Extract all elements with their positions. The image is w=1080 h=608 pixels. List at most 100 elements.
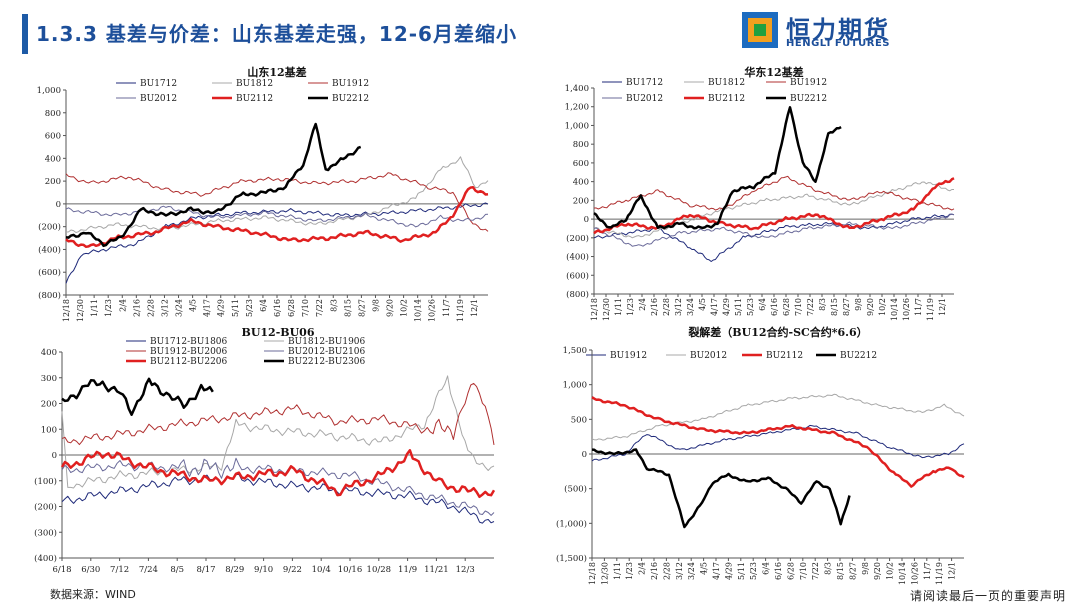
x-tick-label: 8/5 (170, 565, 184, 575)
x-tick-label: 5/11 (231, 299, 240, 317)
series-line-bu2212 (65, 122, 362, 248)
y-tick-label: (400) (38, 244, 61, 255)
logo-mark-icon (742, 12, 778, 48)
legend-label-bu1812-bu1906: BU1812-BU1906 (288, 337, 366, 347)
series-line-bu1812 (65, 156, 489, 233)
series-line-bu1912 (591, 424, 965, 462)
y-tick-label: (200) (38, 222, 61, 233)
y-tick-label: 800 (45, 109, 61, 119)
x-tick-label: 6/4 (762, 562, 771, 575)
chart-crack-spread: 裂解差（BU12合约-SC合约*6.6） BU1912 BU2012 BU2112 BU… (556, 325, 965, 585)
x-tick-label: 7/10 (794, 298, 803, 316)
x-tick-label: 8/27 (357, 299, 366, 317)
chart-title: 华东12基差 (744, 65, 803, 79)
series-line-bu2212 (593, 106, 842, 230)
x-tick-label: 8/3 (329, 299, 338, 312)
x-tick-label: 4/29 (724, 562, 733, 580)
x-tick-label: 10/2 (400, 299, 409, 317)
x-tick-label: 12/1 (938, 298, 947, 316)
x-tick-label: 8/27 (848, 562, 857, 580)
series-line-bu2212 (591, 448, 851, 529)
x-tick-label: 5/23 (245, 299, 254, 317)
y-tick-label: (500) (564, 484, 587, 495)
logo-chinese-name: 恒力期货 (786, 16, 890, 44)
x-tick-label: 8/15 (343, 299, 352, 317)
series-line-bu1712 (593, 213, 955, 262)
x-tick-label: 2/4 (638, 298, 647, 311)
x-tick-label: 1/23 (626, 298, 635, 316)
x-tick-label: 4/17 (203, 299, 212, 317)
legend-label-bu2212-bu2306: BU2212-BU2306 (288, 357, 366, 367)
y-tick-label: (100) (34, 476, 57, 487)
x-tick-label: 2/28 (662, 562, 671, 580)
y-tick-label: 200 (45, 177, 61, 187)
legend-label-bu1712: BU1712 (140, 79, 177, 89)
x-tick-label: 7/22 (315, 299, 324, 317)
x-tick-label: 7/24 (139, 565, 158, 575)
title-accent-bar (22, 14, 28, 54)
x-tick-label: 10/26 (428, 299, 437, 322)
x-tick-label: 8/29 (225, 565, 244, 575)
series-line-bu1912-bu2006 (61, 382, 495, 446)
logo-english-name: HENGLI FUTURES (786, 38, 890, 49)
y-tick-label: (600) (38, 267, 61, 278)
y-tick-label: 0 (582, 450, 587, 460)
x-tick-label: 3/24 (686, 298, 695, 316)
x-tick-label: 1/23 (104, 299, 113, 317)
series-line-bu2112 (593, 177, 955, 235)
y-tick-label: (1,500) (556, 553, 587, 564)
x-tick-label: 12/18 (62, 299, 71, 322)
x-tick-label: 1/11 (614, 298, 623, 316)
legend-label-bu2212: BU2212 (332, 94, 369, 104)
x-tick-label: 6/16 (273, 299, 282, 317)
x-tick-label: 5/11 (737, 562, 746, 580)
legend-label-bu2212: BU2212 (840, 351, 877, 361)
x-tick-label: 6/16 (770, 298, 779, 316)
x-tick-label: 1/11 (90, 299, 99, 317)
x-tick-label: 12/30 (600, 562, 609, 585)
chart-title: 裂解差（BU12合约-SC合约*6.6） (687, 325, 867, 339)
x-tick-label: 2/16 (650, 298, 659, 316)
x-tick-label: 11/7 (923, 562, 932, 580)
y-tick-label: 400 (45, 154, 61, 164)
y-tick-label: (200) (34, 502, 57, 513)
x-tick-label: 7/10 (301, 299, 310, 317)
y-tick-label: (200) (566, 233, 589, 244)
x-tick-label: 7/12 (110, 565, 129, 575)
y-tick-label: (800) (38, 290, 61, 301)
y-tick-label: (400) (566, 252, 589, 263)
x-tick-label: 6/18 (52, 565, 71, 575)
legend-label-bu2112: BU2112 (236, 94, 273, 104)
x-tick-label: 10/14 (898, 562, 907, 585)
x-tick-label: 5/23 (746, 298, 755, 316)
legend-label-bu2012: BU2012 (626, 94, 663, 104)
y-tick-label: 0 (56, 200, 61, 210)
series-line-bu1712-bu1806 (61, 473, 495, 524)
series-line-bu2012 (593, 213, 955, 247)
y-tick-label: 200 (41, 400, 57, 410)
y-tick-label: 500 (571, 415, 587, 425)
legend-label-bu2012-bu2106: BU2012-BU2106 (288, 347, 366, 357)
x-tick-label: 10/14 (414, 299, 423, 322)
x-tick-label: 4/17 (710, 298, 719, 316)
series-line-bu2212-bu2306 (61, 377, 214, 416)
x-tick-label: 9/8 (861, 562, 870, 575)
x-tick-label: 9/22 (283, 565, 302, 575)
x-tick-label: 9/20 (873, 562, 882, 580)
x-tick-label: 2/4 (118, 299, 127, 312)
x-tick-label: 9/10 (254, 565, 273, 575)
y-tick-label: (800) (566, 289, 589, 300)
series-line-bu1712 (65, 202, 489, 284)
x-tick-label: 3/12 (675, 562, 684, 580)
y-tick-label: 1,000 (563, 381, 587, 391)
legend-label-bu1912: BU1912 (790, 78, 827, 88)
x-tick-label: 7/22 (806, 298, 815, 316)
x-tick-label: 2/28 (146, 299, 155, 317)
x-tick-label: 3/12 (674, 298, 683, 316)
x-tick-label: 12/30 (76, 299, 85, 322)
y-tick-label: (1,000) (556, 518, 587, 529)
legend-label-bu2112-bu2206: BU2112-BU2206 (150, 357, 228, 367)
x-tick-label: 7/10 (799, 562, 808, 580)
y-tick-label: 600 (573, 159, 589, 169)
x-tick-label: 2/28 (662, 298, 671, 316)
